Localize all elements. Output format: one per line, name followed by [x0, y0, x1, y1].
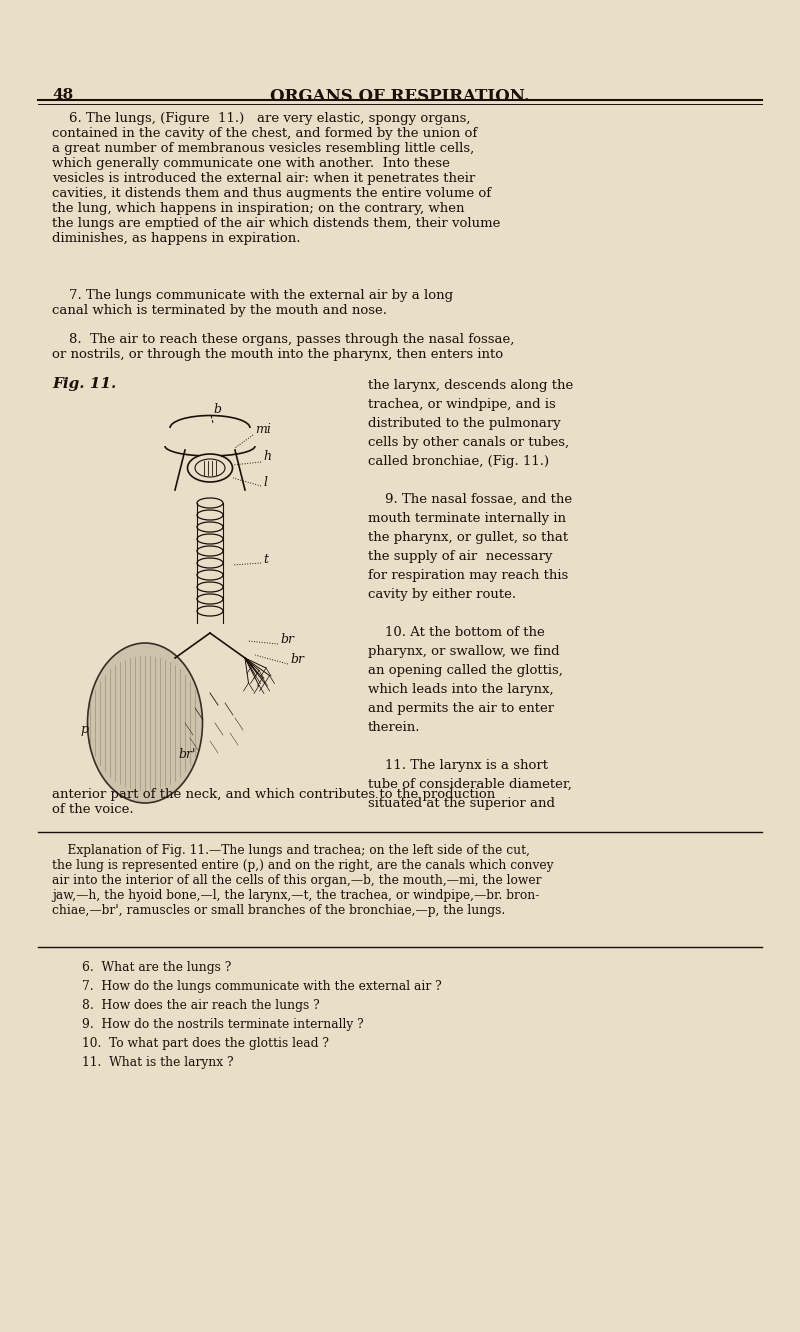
Text: 10. At the bottom of the: 10. At the bottom of the — [368, 626, 545, 639]
Text: 8.  How does the air reach the lungs ?: 8. How does the air reach the lungs ? — [82, 999, 320, 1012]
Text: p: p — [80, 723, 88, 737]
Ellipse shape — [195, 460, 225, 477]
Text: br: br — [290, 653, 304, 666]
Text: ORGANS OF RESPIRATION.: ORGANS OF RESPIRATION. — [270, 88, 530, 105]
Text: 10.  To what part does the glottis lead ?: 10. To what part does the glottis lead ? — [82, 1038, 329, 1050]
Text: 9.  How do the nostrils terminate internally ?: 9. How do the nostrils terminate interna… — [82, 1018, 364, 1031]
Text: 6.  What are the lungs ?: 6. What are the lungs ? — [82, 960, 231, 974]
Text: 7.  How do the lungs communicate with the external air ?: 7. How do the lungs communicate with the… — [82, 980, 442, 992]
Text: cavity by either route.: cavity by either route. — [368, 587, 516, 601]
Text: Explanation of Fig. 11.—The lungs and trachea; on the left side of the cut,
the : Explanation of Fig. 11.—The lungs and tr… — [52, 844, 554, 916]
Text: and permits the air to enter: and permits the air to enter — [368, 702, 554, 715]
Text: 7. The lungs communicate with the external air by a long
canal which is terminat: 7. The lungs communicate with the extern… — [52, 289, 453, 317]
Text: mouth terminate internally in: mouth terminate internally in — [368, 511, 566, 525]
Text: 11. The larynx is a short: 11. The larynx is a short — [368, 759, 548, 773]
Text: therein.: therein. — [368, 721, 421, 734]
Text: the pharynx, or gullet, so that: the pharynx, or gullet, so that — [368, 531, 568, 543]
Text: distributed to the pulmonary: distributed to the pulmonary — [368, 417, 561, 430]
Text: 48: 48 — [52, 88, 74, 103]
Text: l: l — [263, 476, 267, 489]
Text: br': br' — [178, 749, 195, 761]
Text: pharynx, or swallow, we find: pharynx, or swallow, we find — [368, 645, 560, 658]
Text: 11.  What is the larynx ?: 11. What is the larynx ? — [82, 1056, 234, 1070]
Text: Fig. 11.: Fig. 11. — [52, 377, 116, 392]
Text: b: b — [213, 404, 221, 416]
Text: called bronchiae, (Fig. 11.): called bronchiae, (Fig. 11.) — [368, 456, 549, 468]
Text: 8.  The air to reach these organs, passes through the nasal fossae,
or nostrils,: 8. The air to reach these organs, passes… — [52, 333, 514, 361]
Text: trachea, or windpipe, and is: trachea, or windpipe, and is — [368, 398, 556, 412]
Text: br: br — [280, 633, 294, 646]
Text: mi: mi — [255, 424, 271, 436]
Text: the supply of air  necessary: the supply of air necessary — [368, 550, 553, 563]
Ellipse shape — [87, 643, 202, 803]
Text: 6. The lungs, (Figure  11.)   are very elastic, spongy organs,
contained in the : 6. The lungs, (Figure 11.) are very elas… — [52, 112, 500, 245]
Ellipse shape — [187, 454, 233, 482]
Text: anterior part of the neck, and which contributes to the production
of the voice.: anterior part of the neck, and which con… — [52, 789, 495, 817]
Text: h: h — [263, 450, 271, 464]
Text: cells by other canals or tubes,: cells by other canals or tubes, — [368, 436, 569, 449]
Text: situated at the superior and: situated at the superior and — [368, 797, 555, 810]
Text: the larynx, descends along the: the larynx, descends along the — [368, 380, 574, 392]
Text: for respiration may reach this: for respiration may reach this — [368, 569, 568, 582]
Text: 9. The nasal fossae, and the: 9. The nasal fossae, and the — [368, 493, 572, 506]
Text: an opening called the glottis,: an opening called the glottis, — [368, 663, 563, 677]
Text: t: t — [263, 553, 268, 566]
Text: tube of considerable diameter,: tube of considerable diameter, — [368, 778, 572, 791]
Text: which leads into the larynx,: which leads into the larynx, — [368, 683, 554, 697]
